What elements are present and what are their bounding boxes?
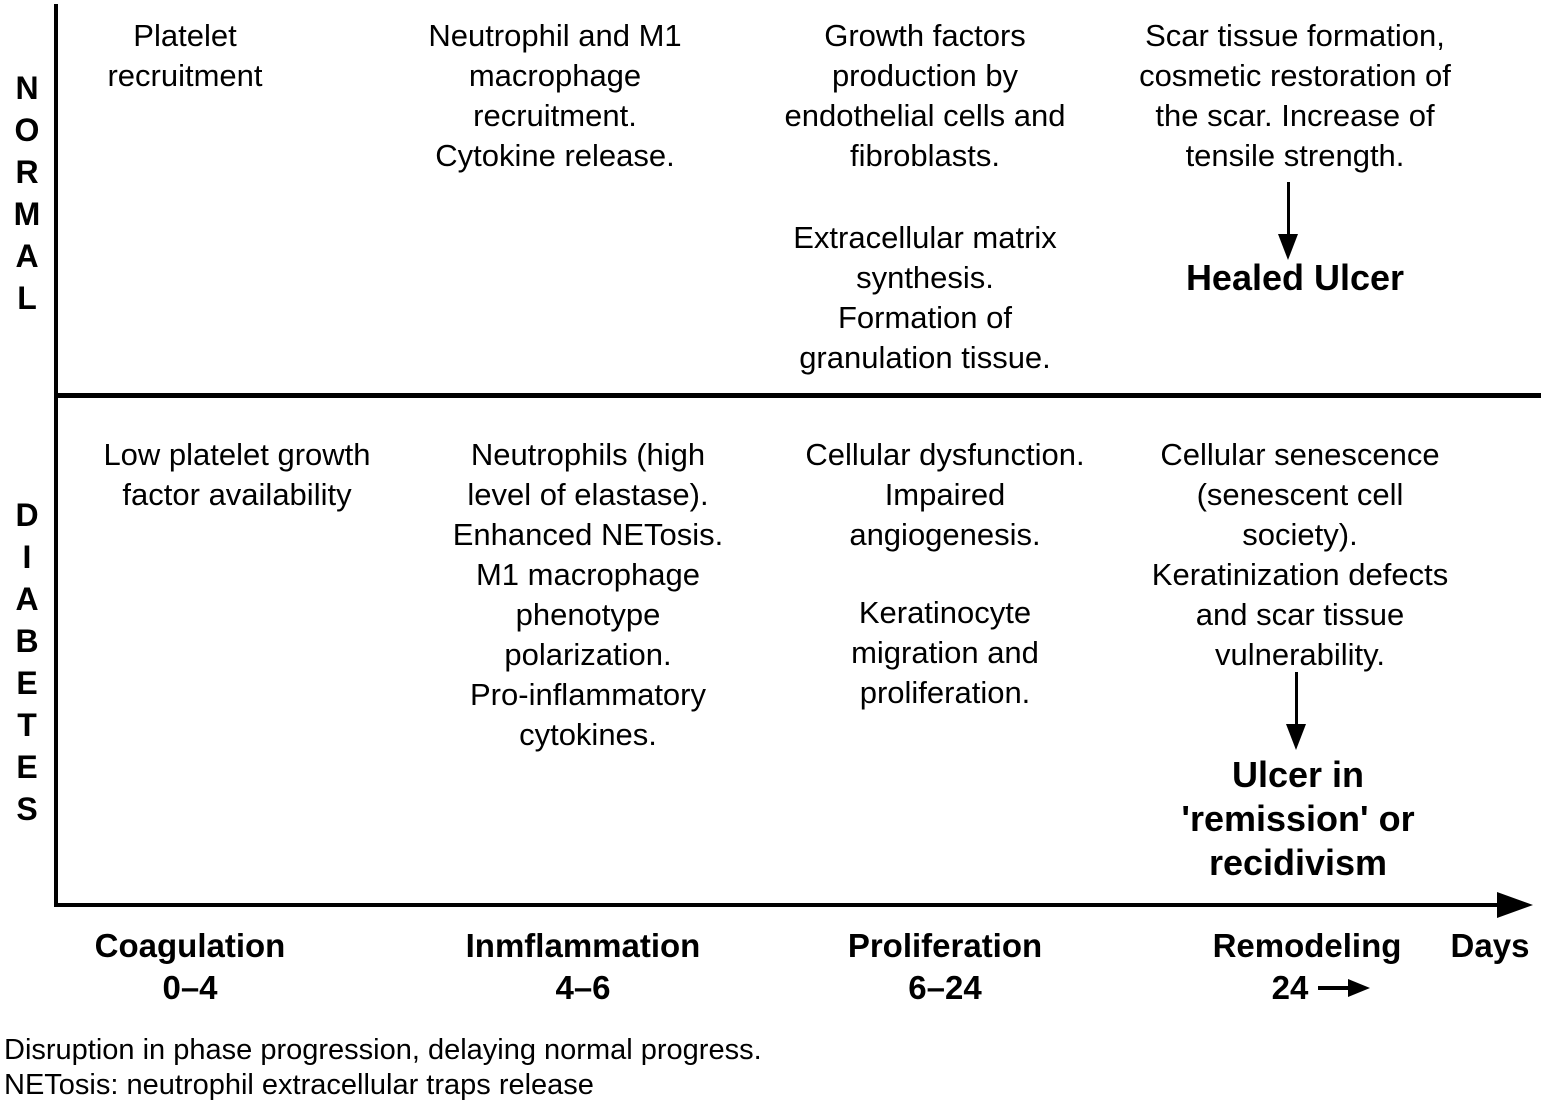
diabetes-row-label: DIABETES — [9, 497, 45, 833]
right-arrow-icon — [1318, 979, 1371, 997]
normal-diabetes-divider-line — [54, 393, 1541, 398]
diabetes-proliferation-keratinocyte-text: Keratinocyte migration and proliferation… — [851, 595, 1039, 710]
phase-inflammation-range: 4–6 — [555, 969, 611, 1006]
normal-proliferation-matrix-text: Extracellular matrix synthesis. Formatio… — [793, 220, 1057, 375]
phase-coagulation-range: 0–4 — [162, 969, 218, 1006]
phase-remodeling-label: Remodeling — [1212, 927, 1402, 964]
footnote-disruption: Disruption in phase progression, delayin… — [4, 1034, 762, 1066]
normal-proliferation-growth-text: Growth factors production by endothelial… — [784, 18, 1066, 173]
footnote-netosis: NETosis: neutrophil extracellular traps … — [4, 1069, 594, 1101]
diabetes-inflammation-text: Neutrophils (high level of elastase). En… — [452, 437, 724, 752]
normal-inflammation-text: Neutrophil and M1 macrophage recruitment… — [428, 18, 682, 173]
healed-ulcer-down-arrow-icon — [1278, 182, 1298, 260]
days-axis-label: Days — [1450, 927, 1530, 964]
x-axis-line — [54, 903, 1500, 907]
ulcer-remission-down-arrow-icon — [1286, 672, 1306, 750]
diabetes-outcome-label: Ulcer in 'remission' or recidivism — [1181, 754, 1415, 883]
normal-outcome-label: Healed Ulcer — [1185, 257, 1405, 298]
diabetes-coagulation-text: Low platelet growth factor availability — [103, 437, 371, 512]
normal-remodeling-text: Scar tissue formation, cosmetic restorat… — [1139, 18, 1451, 173]
diabetes-proliferation-dysfunction-text: Cellular dysfunction. Impaired angiogene… — [805, 437, 1085, 552]
normal-coagulation-text: Platelet recruitment — [107, 18, 263, 93]
phase-proliferation-range: 6–24 — [908, 969, 982, 1006]
phase-remodeling-range-value: 24 — [1271, 969, 1309, 1006]
phase-coagulation-label: Coagulation — [94, 927, 286, 964]
normal-row-label: NORMAL — [9, 70, 45, 322]
y-axis-line — [54, 4, 58, 905]
phase-remodeling-range: 24 — [1171, 968, 1471, 1008]
diabetes-remodeling-text: Cellular senescence (senescent cell soci… — [1151, 437, 1449, 672]
phase-inflammation-label: Inmflammation — [465, 927, 701, 964]
phase-proliferation-label: Proliferation — [847, 927, 1043, 964]
x-axis-arrowhead-icon — [1497, 892, 1533, 918]
